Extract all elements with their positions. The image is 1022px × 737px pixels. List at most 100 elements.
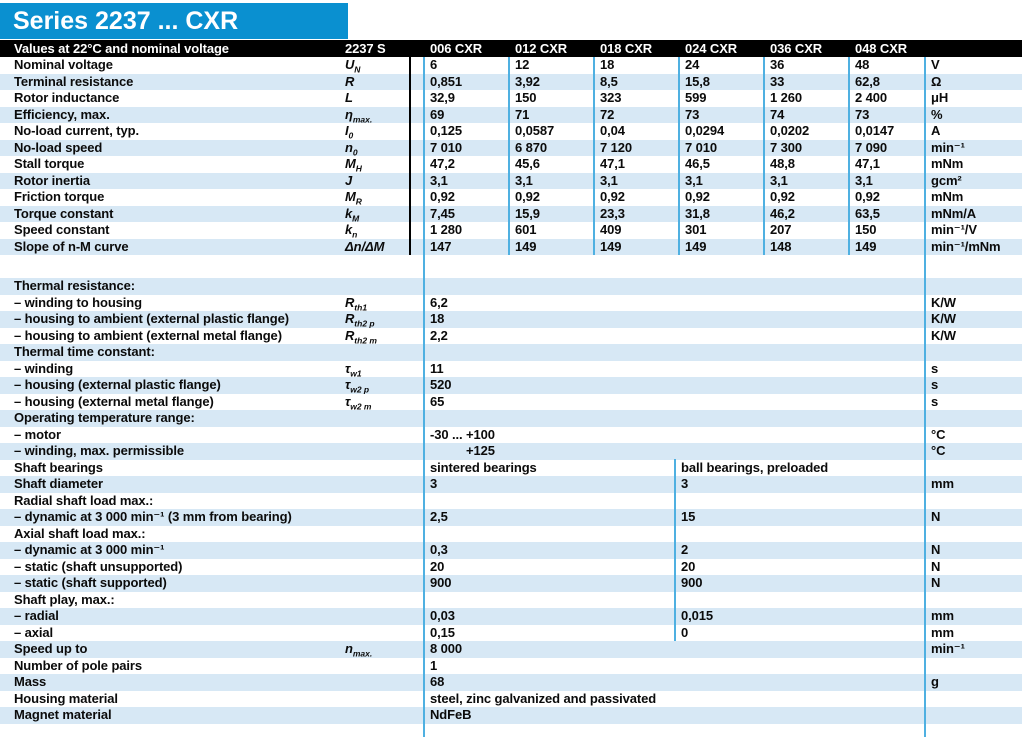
param-label: No-load speed (14, 139, 103, 155)
column-header-012cxr: 012 CXR (515, 41, 568, 56)
value-cell: 149 (685, 238, 707, 254)
value-cell: 7,45 (430, 205, 455, 221)
value-cell-ballbearing: 900 (681, 575, 703, 590)
value-cell: 47,1 (600, 156, 625, 171)
value-cell: 1 280 (430, 222, 463, 237)
value-cell: 48,8 (770, 156, 795, 171)
table-row: Thermal time constant: (0, 344, 1022, 361)
table-row: – dynamic at 3 000 min⁻¹ (3 mm from bear… (0, 509, 1022, 526)
value-cell: 72 (600, 106, 615, 122)
value-cell: 3,1 (685, 172, 703, 188)
param-label: – static (shaft unsupported) (14, 558, 183, 574)
value-cell: 73 (685, 106, 700, 122)
unit-cell: Ω (931, 73, 942, 89)
param-symbol: Rth2 m (345, 327, 377, 346)
value-cell: 47,2 (430, 156, 455, 171)
value-cell: 46,5 (685, 156, 710, 171)
value-cell: 15,9 (515, 205, 540, 221)
table-row: – winding, max. permissible +125 °C (0, 443, 1022, 460)
value-cell-ballbearing: 2 (681, 542, 689, 557)
column-header-006cxr: 006 CXR (430, 41, 483, 56)
unit-cell: % (931, 106, 943, 122)
unit-cell (925, 707, 1022, 724)
param-symbol (330, 542, 424, 559)
param-label: – housing (external metal flange) (14, 393, 214, 409)
value-cell: 23,3 (600, 205, 625, 221)
value-cell: 601 (515, 222, 537, 237)
value-cell: 0,125 (430, 123, 463, 138)
value-cell-ballbearing: 20 (681, 558, 696, 574)
table-row: Shaft play, max.: (0, 592, 1022, 609)
value-cell: 74 (770, 106, 785, 122)
unit-cell (925, 691, 1022, 708)
unit-cell: °C (931, 426, 946, 442)
param-symbol (330, 460, 424, 477)
value-cell-sintered: 0,3 (430, 542, 448, 557)
column-divider-018 (593, 57, 595, 255)
unit-cell: min⁻¹ (931, 139, 965, 155)
table-row: Magnet material NdFeB (0, 707, 1022, 724)
table-row: – housing to ambient (external plastic f… (0, 311, 1022, 329)
param-symbol: ηmax. (345, 106, 373, 125)
table-row: – winding to housing Rth1 6,2 K/W (0, 295, 1022, 313)
param-label: Stall torque (14, 156, 85, 171)
table-row: Speed constant kn 1 280 601 409 301 207 150 min⁻… (0, 222, 1022, 240)
value-cell: 6 870 (515, 139, 548, 155)
param-label: Efficiency, max. (14, 106, 110, 122)
param-symbol: τw2 p (345, 377, 370, 395)
value-cell: +125 (466, 443, 495, 458)
value-cell: 18 (600, 57, 615, 72)
value-cell: 32,9 (430, 90, 455, 105)
column-header-018cxr: 018 CXR (600, 41, 653, 56)
table-row: Speed up to nmax. 8 000 min⁻¹ (0, 641, 1022, 659)
value-cell: 7 010 (685, 139, 718, 155)
unit-cell: g (931, 674, 939, 689)
value-cell-sintered: 2,5 (430, 509, 448, 524)
unit-cell: A (931, 123, 941, 138)
value-cell: 7 090 (855, 139, 888, 155)
value-cell-ballbearing: ball bearings, preloaded (681, 459, 829, 475)
column-header-024cxr: 024 CXR (685, 41, 738, 56)
table-header-bar: Values at 22°C and nominal voltage 2237 … (0, 40, 1022, 57)
value-cell-ballbearing: 0,015 (681, 608, 714, 623)
param-symbol: J (345, 172, 353, 188)
param-symbol: kn (345, 222, 358, 240)
value-cell: 323 (600, 90, 622, 105)
table-row: – motor -30 ... +100 °C (0, 427, 1022, 444)
unit-cell: mm (931, 608, 954, 623)
value-cell: 73 (855, 106, 870, 122)
value-cell: 62,8 (855, 73, 880, 89)
value-cell-sintered: 20 (430, 558, 445, 574)
param-symbol: nmax. (345, 641, 373, 659)
series-column-header: 2237 S (345, 41, 386, 56)
param-label: – winding (14, 360, 74, 376)
table-row: Torque constant kM 7,45 15,9 23,3 31,8 46,2 63,… (0, 205, 1022, 223)
param-symbol: L (345, 90, 353, 105)
param-label: – static (shaft supported) (14, 575, 167, 590)
column-divider-048 (848, 57, 850, 255)
value-cell-sintered: 0,03 (430, 608, 455, 623)
value-cell: 15,8 (685, 73, 710, 89)
param-symbol (330, 625, 424, 642)
value-cell: -30 ... +100 (430, 426, 495, 442)
param-label: Shaft diameter (14, 476, 103, 491)
unit-cell: N (931, 509, 941, 524)
value-cell: 7 010 (430, 139, 463, 155)
param-label: Housing material (14, 690, 118, 706)
table-row: No-load current, typ. I0 0,125 0,0587 0,04 0,… (0, 123, 1022, 141)
param-label: – housing to ambient (external metal fla… (14, 327, 282, 343)
param-label: Rotor inertia (14, 172, 90, 188)
value-cell-ballbearing: 0 (681, 624, 689, 640)
param-symbol (330, 476, 424, 493)
column-divider-024 (678, 57, 680, 255)
value-cell: 65 (430, 393, 445, 409)
value-cell: 3,92 (515, 73, 540, 89)
value-cell: 149 (855, 238, 877, 254)
unit-cell (925, 658, 1022, 675)
value-cell: 207 (770, 222, 792, 237)
param-label: – winding, max. permissible (14, 443, 184, 458)
value-cell-sintered: 900 (430, 575, 452, 590)
table-row: Thermal resistance: (0, 278, 1022, 295)
param-symbol: MR (345, 189, 362, 207)
symbol-column-divider-black (409, 57, 411, 255)
